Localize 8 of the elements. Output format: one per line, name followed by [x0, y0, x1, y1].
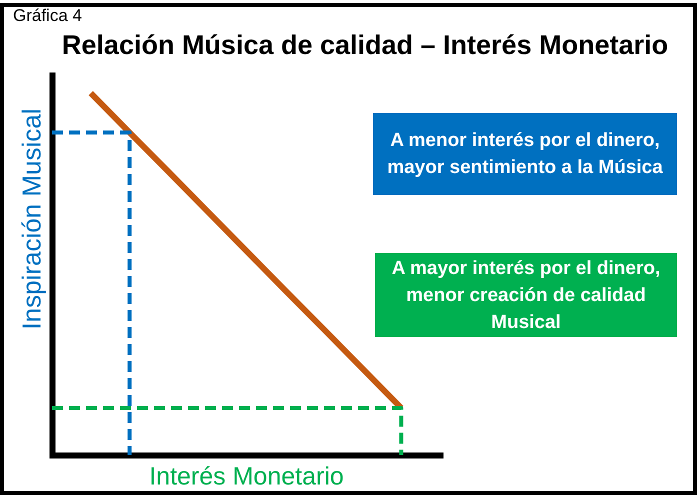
note-box: A mayor interés por el dinero, menor creación de calidad Musical	[375, 253, 677, 337]
note-box: A menor interés por el dinero, mayor sentimiento a la Música	[373, 113, 677, 195]
y-axis-title: Inspiración Musical	[16, 108, 46, 330]
annotation: A menor interés por el dinero, mayor sentimiento a la Música	[386, 129, 664, 180]
text: Gráfica 4	[13, 6, 82, 25]
annotation: A mayor interés por el dinero, menor creación de calidad Musical	[390, 256, 662, 334]
chart-title: Relación Música de calidad – Interés Monetario	[62, 30, 668, 60]
x-axis-title: Interés Monetario	[149, 462, 344, 490]
